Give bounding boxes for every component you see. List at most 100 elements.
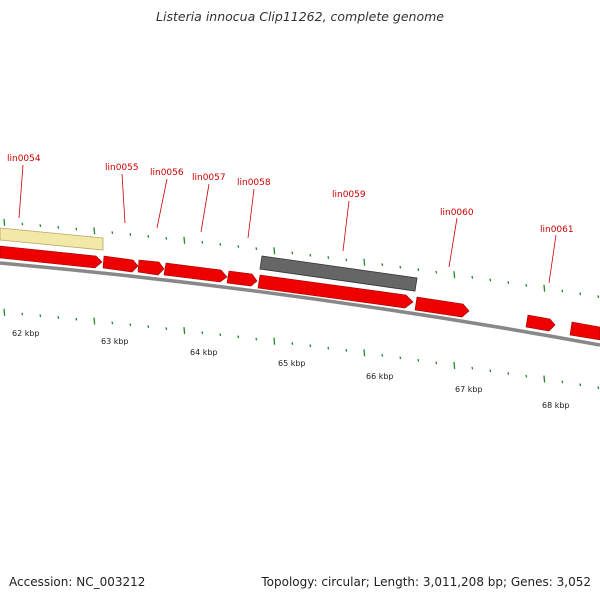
tick-mark [435,270,438,274]
tick-mark [219,242,222,246]
feature-lin0054[interactable] [0,227,104,251]
tick-mark [165,236,168,240]
leader-line-lin0058 [247,188,255,239]
tick-mark [183,236,186,244]
scale-label: 68 kbp [542,401,570,410]
tick-mark [93,317,96,325]
tick-mark [21,312,24,316]
tick-mark [345,258,348,262]
accession-text: Accession: NC_003212 [9,575,146,589]
tick-mark [309,344,312,348]
tick-mark [597,295,600,299]
tick-mark [363,258,366,266]
map-title: Listeria innocua Clip11262, complete gen… [156,9,444,24]
tick-mark [507,281,510,285]
tick-mark [399,356,402,360]
tick-marks-lower [3,308,600,390]
scale-label: 67 kbp [455,385,483,394]
tick-mark [489,369,492,373]
tick-mark [183,327,186,335]
tick-mark [543,284,546,292]
tick-mark [363,349,366,357]
tick-mark [345,349,348,352]
gene-label-lin0061[interactable]: lin0061 [540,225,574,235]
scale-label: 62 kbp [12,329,40,338]
tick-mark [93,227,96,235]
tick-marks-upper [3,218,600,299]
leader-line-lin0054 [18,164,24,219]
tick-mark [39,224,42,228]
tick-mark [255,247,258,251]
tick-mark [129,323,132,327]
tick-mark [147,325,150,329]
leader-line-lin0060 [448,217,458,268]
leader-line-lin0059 [342,200,350,252]
tick-mark [381,263,384,267]
gene-label-lin0055[interactable]: lin0055 [105,163,139,173]
tick-mark [201,240,204,244]
gene-label-lin0058[interactable]: lin0058 [237,178,271,188]
tick-mark [273,337,276,345]
cds-arrow[interactable] [414,296,470,318]
tick-mark [489,278,492,282]
tick-mark [57,225,60,229]
gene-label-lin0056[interactable]: lin0056 [150,168,184,178]
tick-mark [525,283,528,287]
tick-mark [237,335,240,339]
tick-mark [291,251,294,255]
tick-mark [129,233,132,236]
tick-mark [471,366,474,370]
tick-mark [327,346,330,350]
tick-mark [507,372,510,375]
cds-arrow[interactable] [0,245,103,269]
tick-mark [219,333,222,337]
tick-mark [111,231,114,235]
scale-label: 63 kbp [101,337,129,346]
leader-line-lin0057 [200,183,210,233]
tick-mark [417,268,420,272]
cds-arrow[interactable] [102,255,139,273]
tick-mark [543,375,546,383]
leader-line-lin0055 [121,173,126,224]
tick-mark [75,317,78,321]
feature-lin0059[interactable] [259,255,418,292]
leader-line-lin0061 [548,234,557,284]
scale-label: 65 kbp [278,359,306,368]
tick-mark [255,337,258,341]
tick-mark [579,292,582,296]
genome-backbone [0,261,600,347]
tick-mark [291,342,294,345]
leader-line-lin0056 [156,178,168,229]
gene-label-lin0057[interactable]: lin0057 [192,173,226,183]
tick-mark [525,374,528,378]
gene-label-lin0054[interactable]: lin0054 [7,154,41,164]
cds-arrow[interactable] [525,314,556,332]
tick-mark [21,222,24,226]
tick-mark [471,275,474,279]
tick-mark [3,218,6,226]
tick-mark [561,380,564,384]
tick-mark [237,245,240,248]
tick-mark [399,265,402,269]
cds-arrow[interactable] [257,274,414,309]
cds-arrow[interactable] [137,259,165,276]
tick-mark [165,327,168,331]
cds-arrow[interactable] [569,321,600,341]
gene-label-lin0059[interactable]: lin0059 [332,190,366,200]
tick-mark [453,361,456,370]
tick-mark [111,321,114,325]
scale-label: 64 kbp [190,348,218,357]
tick-mark [417,358,420,362]
tick-mark [147,235,150,238]
tick-mark [327,256,330,259]
tick-mark [201,331,204,335]
tick-mark [435,361,438,365]
cds-arrow[interactable] [163,262,228,283]
gene-label-lin0060[interactable]: lin0060 [440,208,474,218]
scale-label: 66 kbp [366,372,394,381]
tick-mark [309,253,312,257]
tick-mark [39,314,42,318]
genome-stats-text: Topology: circular; Length: 3,011,208 bp… [261,575,591,589]
cds-arrow[interactable] [226,270,258,287]
